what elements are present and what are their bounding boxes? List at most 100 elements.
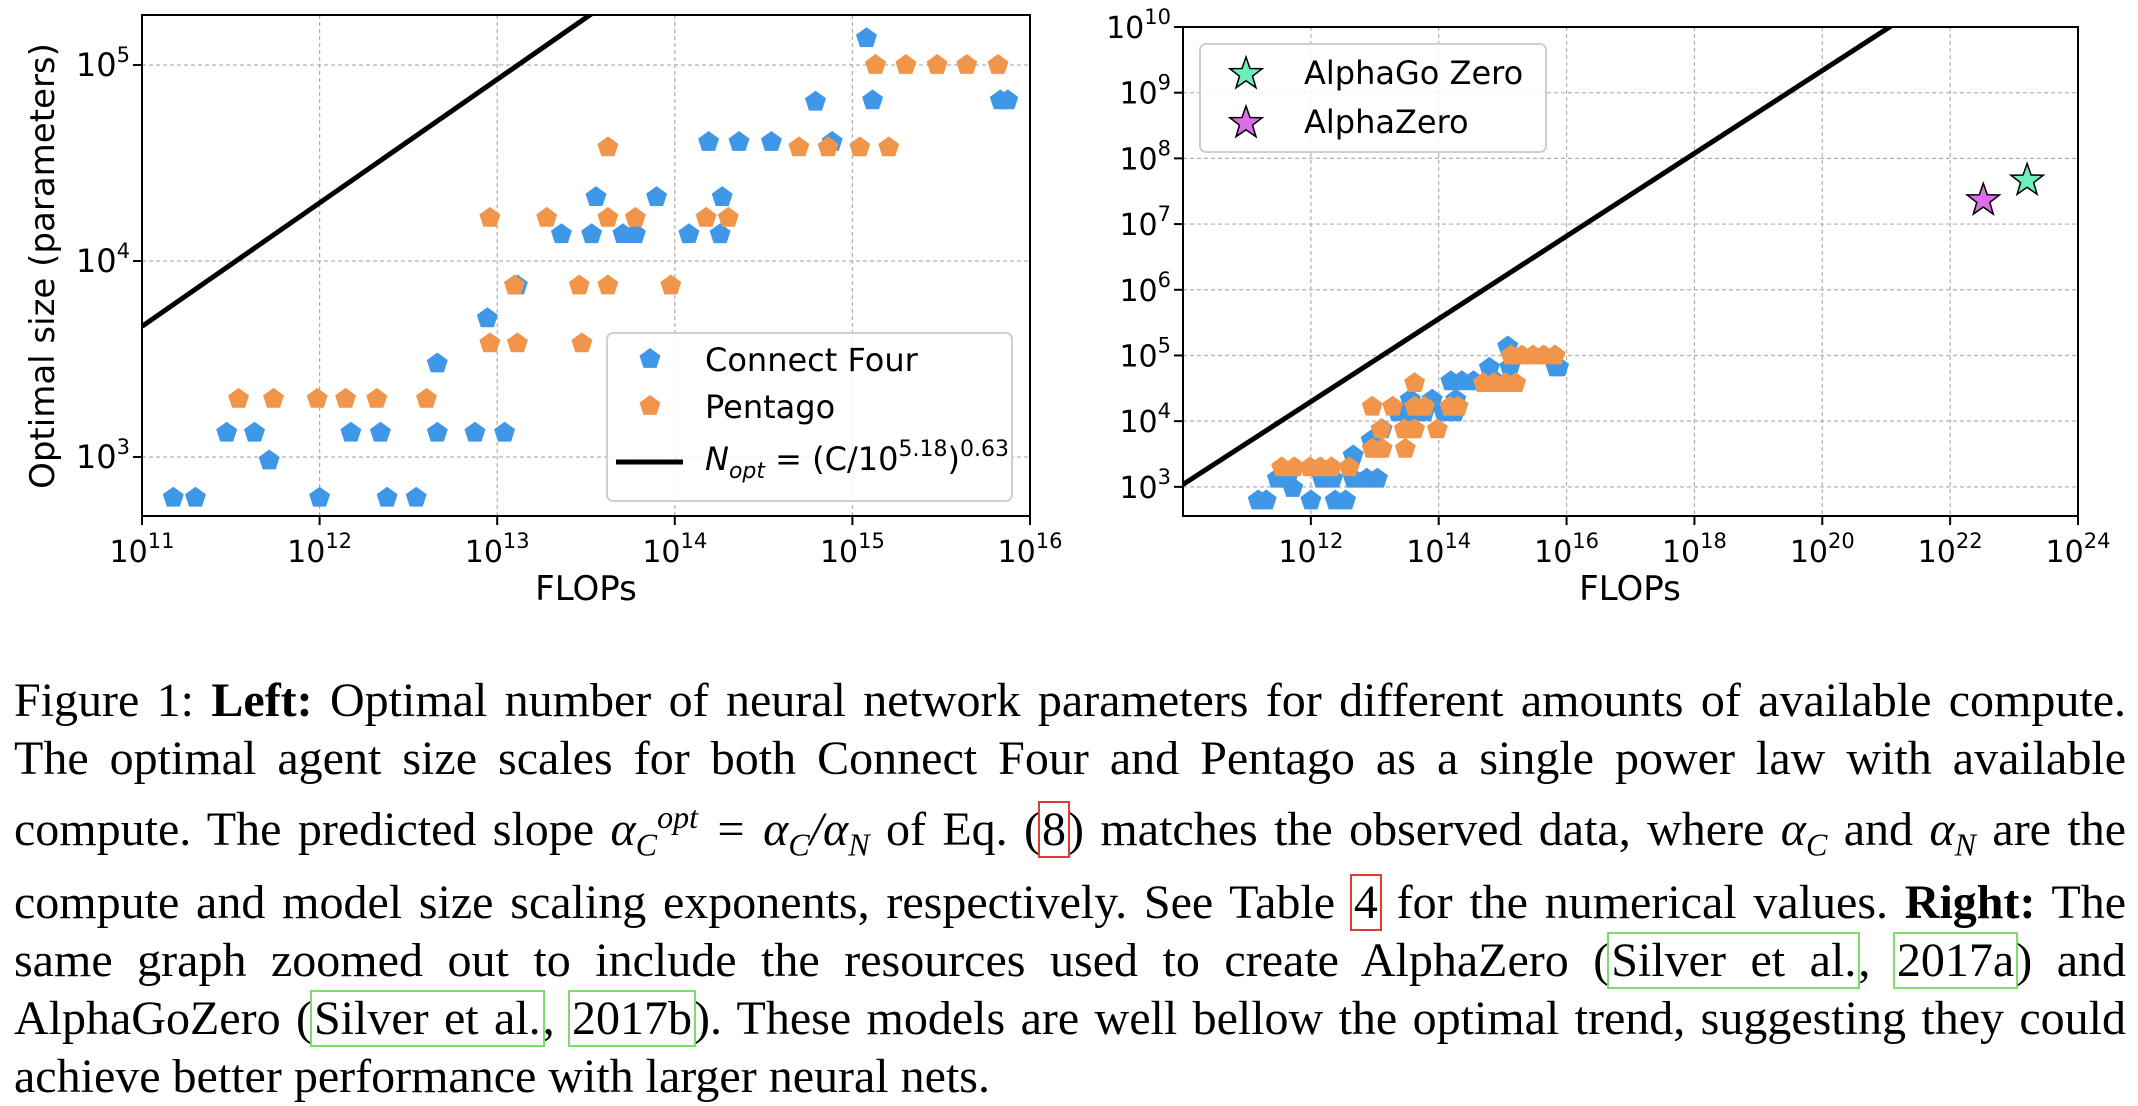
right-point-pentago [1394, 437, 1416, 458]
right-point-pentago [1414, 395, 1435, 416]
right-point-pentago [1426, 418, 1448, 439]
right-y-tick-label: 105 [1119, 333, 1171, 374]
left-point-pentago [479, 206, 501, 227]
left-x-tick-label: 1015 [820, 529, 885, 570]
left-point-connect-four [728, 131, 750, 151]
right-point-pentago [1338, 456, 1360, 477]
left-point-pentago [717, 206, 739, 227]
left-point-connect-four [309, 486, 331, 507]
right-data-points [1247, 335, 1570, 510]
caption-text-3: ) matches the observed data, where [1068, 803, 1781, 856]
caption-text-9: ). These models are well bellow the opti… [14, 991, 2127, 1103]
right-point-pentago [1283, 456, 1305, 477]
left-point-connect-four [426, 421, 448, 442]
right-point-connect-four [1300, 489, 1322, 510]
right-y-tick-label: 103 [1119, 465, 1171, 506]
left-x-tick-label: 1011 [110, 529, 175, 570]
left-point-connect-four [494, 421, 516, 442]
left-point-pentago [503, 274, 525, 295]
caption-text-1: Optimal number of neural network paramet… [14, 674, 2127, 856]
caption-alpha: α [610, 803, 636, 856]
left-point-connect-four [185, 486, 206, 507]
left-point-pentago [956, 54, 978, 74]
left-data-points [162, 27, 1019, 507]
citation-2-author-link[interactable]: Silver et al. [309, 989, 545, 1047]
left-point-connect-four [805, 90, 826, 111]
left-point-connect-four [426, 352, 448, 373]
caption-text-2: of Eq. ( [869, 803, 1041, 856]
citation-2-year-link[interactable]: 2017b [568, 989, 697, 1047]
caption-sub-c3: C [1806, 826, 1828, 863]
left-point-connect-four [646, 186, 668, 206]
caption-left-label: Left: [211, 674, 313, 727]
left-point-pentago [895, 54, 917, 74]
right-y-tick-label: 1010 [1106, 5, 1171, 46]
right-point-pentago [1447, 395, 1469, 416]
citation-1-author-link[interactable]: Silver et al. [1607, 931, 1861, 989]
legend-label-connect-four: Connect Four [705, 341, 919, 379]
left-point-connect-four [862, 89, 884, 110]
left-point-pentago [817, 136, 839, 157]
right-point-connect-four [1366, 467, 1388, 488]
left-point-pentago [987, 54, 1009, 74]
caption-text-5: are the compute and model size scaling e… [14, 803, 2127, 929]
left-point-pentago [695, 206, 717, 227]
legend-marker-alphazero [1227, 103, 1265, 139]
left-point-pentago [335, 387, 357, 408]
legend-label-fit-line: Nopt = (C/105.18)0.63 [705, 437, 1009, 484]
caption-sub-c: C [635, 826, 658, 863]
right-panel: 1012 1014 1016 1018 1020 1022 1024 103 104 105 106… [1106, 5, 2110, 609]
left-point-connect-four [340, 421, 362, 442]
right-ticks: 1012 1014 1016 1018 1020 1022 1024 103 104 105 106… [1106, 5, 2110, 570]
legend-label-alphago-zero: AlphaGo Zero [1304, 54, 1523, 92]
left-point-pentago [536, 206, 558, 227]
right-point-pentago [1404, 418, 1426, 439]
legend-marker-alphago-zero [1227, 54, 1265, 90]
right-y-tick-label: 104 [1119, 399, 1171, 440]
left-x-tick-label: 1013 [465, 529, 530, 570]
star-alphazero [1964, 181, 2002, 216]
left-point-connect-four [405, 486, 427, 507]
caption-alpha-2: α [1780, 803, 1806, 856]
right-y-tick-label: 107 [1119, 202, 1171, 243]
right-x-tick-label: 1020 [1790, 529, 1855, 570]
left-point-pentago [624, 206, 646, 227]
caption-sub-c2: C [788, 826, 810, 863]
left-point-connect-four [997, 89, 1019, 110]
left-point-pentago [597, 206, 619, 227]
right-fit-line [1183, 27, 1895, 487]
figure-caption: Figure 1: Left: Optimal number of neural… [14, 674, 2127, 1103]
caption-text-4: and [1827, 803, 1930, 856]
left-point-pentago [366, 387, 388, 408]
left-point-pentago [568, 274, 590, 295]
left-x-tick-label: 1016 [998, 529, 1063, 570]
caption-figure-label: Figure 1: [14, 674, 195, 727]
left-point-connect-four [624, 223, 646, 244]
left-point-connect-four [711, 186, 733, 206]
right-x-tick-label: 1014 [1406, 529, 1471, 570]
right-y-tick-label: 109 [1119, 71, 1171, 112]
right-point-pentago [1404, 372, 1426, 392]
left-point-connect-four [376, 486, 398, 507]
right-point-pentago [1370, 418, 1392, 439]
caption-alpha-3: α [1929, 803, 1955, 856]
left-point-pentago [506, 332, 528, 353]
left-point-connect-four [244, 421, 265, 442]
citation-1-year-link[interactable]: 2017a [1892, 931, 2019, 989]
left-point-pentago [597, 136, 619, 157]
right-x-tick-label: 1012 [1278, 529, 1343, 570]
right-point-pentago [1382, 395, 1404, 416]
equation-ref-link[interactable]: 8 [1038, 801, 1071, 858]
table-ref-link[interactable]: 4 [1349, 873, 1382, 931]
left-point-pentago [865, 54, 886, 74]
left-point-connect-four [216, 421, 238, 442]
caption-eq-mid: = α [697, 803, 789, 856]
left-point-connect-four [709, 223, 731, 244]
right-y-tick-label: 108 [1119, 136, 1171, 177]
left-point-connect-four [585, 186, 607, 206]
caption-slash: /α [809, 803, 849, 856]
left-grid [142, 15, 1030, 516]
right-point-pentago [1361, 395, 1383, 416]
